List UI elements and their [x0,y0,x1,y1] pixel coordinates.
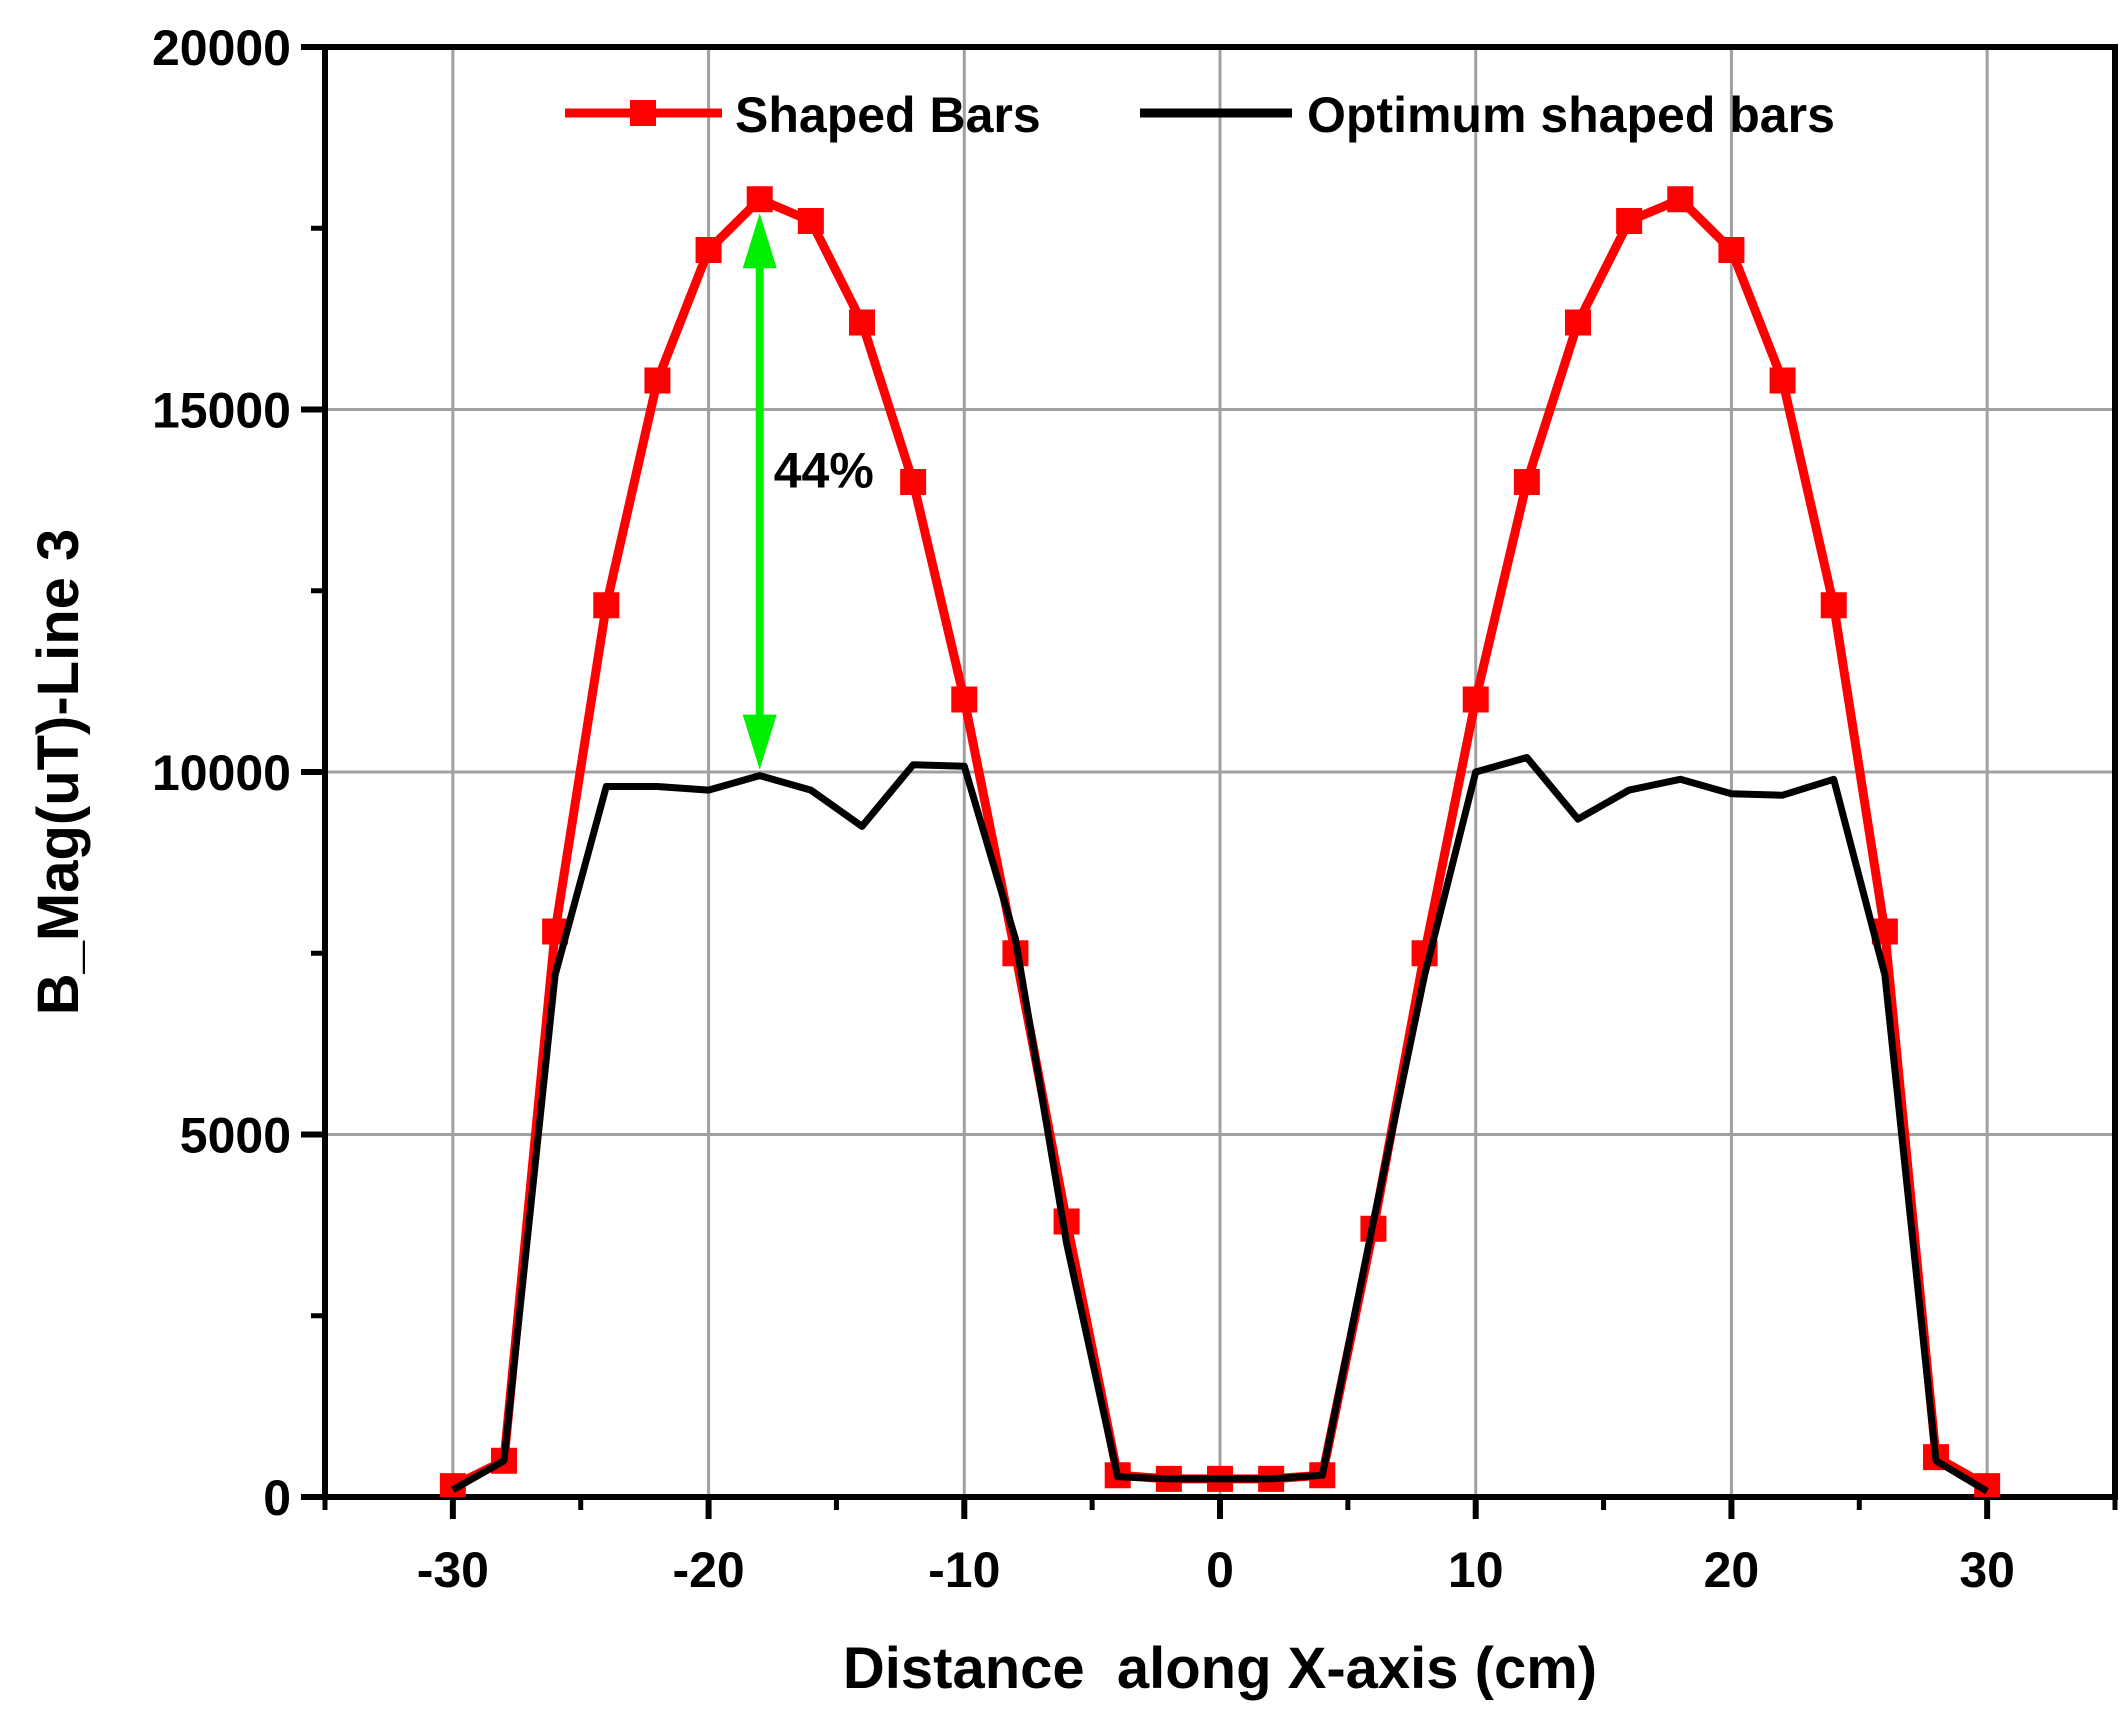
legend-marker-shaped-bars [630,100,656,126]
y-axis-title: B_Mag(uT)-Line 3 [26,529,91,1016]
data-point-shaped-bars [1667,186,1694,213]
annotation-layer: 44% [742,213,874,770]
x-tick-label: -10 [928,1542,1000,1598]
y-tick-label: 10000 [152,745,291,801]
x-tick-labels: -30 -20 -10 0 10 20 30 [417,1542,2015,1598]
data-point-shaped-bars [1616,208,1643,234]
annotation-label: 44% [774,442,874,498]
x-tick-label: 30 [1959,1542,2015,1598]
annotation-arrow-head-up [742,213,777,269]
axis-ticks [301,44,2118,1519]
data-point-shaped-bars [695,237,722,263]
data-point-shaped-bars [900,469,927,495]
data-point-shaped-bars [1820,592,1847,619]
y-tick-label: 20000 [152,20,291,76]
legend: Shaped Bars Optimum shaped bars [565,87,1835,143]
x-tick-label: 10 [1448,1542,1504,1598]
data-point-shaped-bars [1769,367,1796,394]
data-point-shaped-bars [593,592,620,619]
data-point-shaped-bars [644,367,671,394]
grid [325,47,2115,1497]
series-line-optimum-shaped-bars [451,754,1989,1495]
series-layer [439,186,2001,1497]
x-tick-label: -30 [417,1542,489,1598]
x-tick-label: 0 [1206,1542,1234,1598]
data-point-shaped-bars [1565,309,1591,336]
data-point-shaped-bars [1513,469,1540,495]
data-point-shaped-bars [951,686,978,713]
y-tick-label: 0 [263,1470,291,1526]
data-point-shaped-bars [1462,686,1489,713]
data-point-shaped-bars [439,1473,466,1497]
legend-label-shaped-bars: Shaped Bars [735,87,1041,143]
y-tick-label: 5000 [180,1108,291,1164]
x-axis-title: Distance along X-axis (cm) [843,1636,1597,1701]
data-point-shaped-bars [797,208,824,234]
x-tick-label: 20 [1704,1542,1760,1598]
legend-label-optimum: Optimum shaped bars [1307,87,1835,143]
y-tick-labels: 0 5000 10000 15000 20000 [152,20,291,1526]
data-point-shaped-bars [1718,237,1745,263]
data-point-shaped-bars [849,309,875,336]
y-tick-label: 15000 [152,383,291,439]
x-tick-label: -20 [672,1542,744,1598]
annotation-arrow-head-down [742,714,777,770]
data-point-shaped-bars [746,186,773,213]
